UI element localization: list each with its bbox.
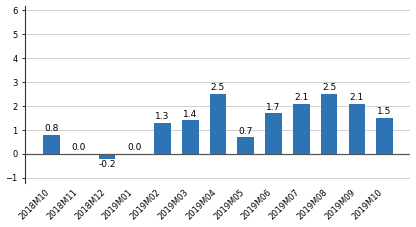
Bar <box>321 94 337 154</box>
Bar <box>238 137 254 154</box>
Text: 1.5: 1.5 <box>377 107 392 116</box>
Bar <box>43 135 59 154</box>
Text: 0.0: 0.0 <box>72 143 86 152</box>
Text: 2.5: 2.5 <box>322 84 336 92</box>
Text: 0.7: 0.7 <box>238 127 253 136</box>
Bar <box>293 104 310 154</box>
Bar <box>210 94 226 154</box>
Bar <box>154 123 171 154</box>
Bar <box>182 121 198 154</box>
Text: 0.0: 0.0 <box>127 143 142 152</box>
Text: 1.3: 1.3 <box>155 112 170 121</box>
Bar <box>265 113 282 154</box>
Text: 2.1: 2.1 <box>350 93 364 102</box>
Bar <box>349 104 365 154</box>
Bar <box>99 154 115 159</box>
Text: 2.5: 2.5 <box>211 84 225 92</box>
Text: -0.2: -0.2 <box>98 160 116 170</box>
Text: 1.4: 1.4 <box>183 110 197 119</box>
Bar <box>376 118 393 154</box>
Text: 0.8: 0.8 <box>44 124 59 133</box>
Text: 1.7: 1.7 <box>266 103 281 112</box>
Text: 2.1: 2.1 <box>294 93 308 102</box>
